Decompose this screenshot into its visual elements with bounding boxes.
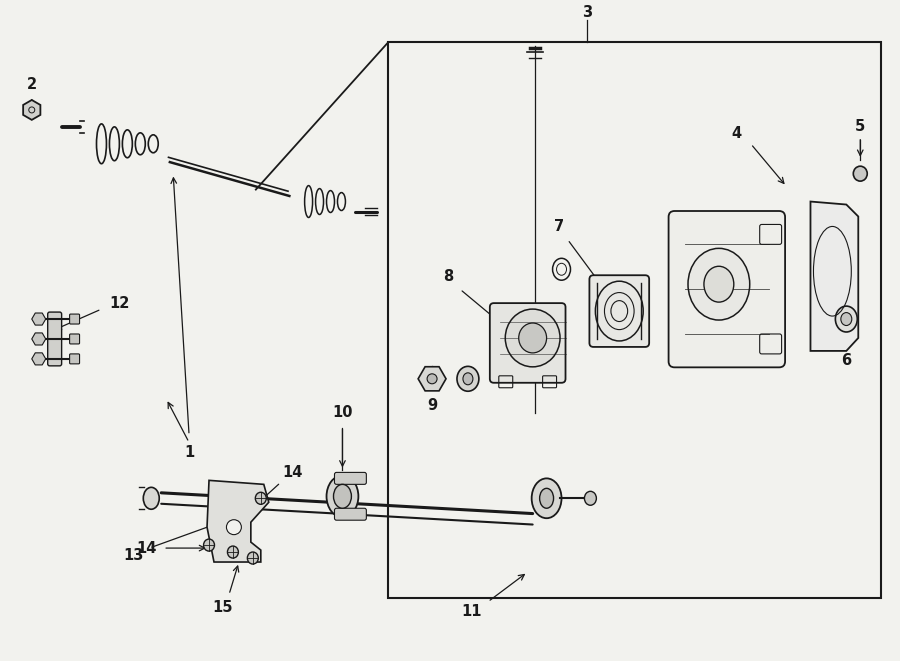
Text: 2: 2 [27, 77, 37, 91]
Ellipse shape [327, 475, 358, 517]
Ellipse shape [316, 188, 323, 214]
Ellipse shape [96, 124, 106, 164]
FancyBboxPatch shape [490, 303, 565, 383]
Ellipse shape [203, 539, 214, 551]
Ellipse shape [148, 135, 158, 153]
Text: 14: 14 [136, 541, 157, 556]
Ellipse shape [304, 186, 312, 217]
Polygon shape [811, 202, 859, 351]
Text: 12: 12 [109, 295, 130, 311]
FancyBboxPatch shape [669, 211, 785, 368]
Ellipse shape [122, 130, 132, 158]
Ellipse shape [256, 492, 266, 504]
Text: 9: 9 [427, 398, 437, 413]
FancyBboxPatch shape [335, 508, 366, 520]
FancyBboxPatch shape [69, 354, 79, 364]
Ellipse shape [532, 479, 562, 518]
Text: 11: 11 [462, 604, 482, 619]
Text: 1: 1 [184, 445, 194, 460]
FancyBboxPatch shape [335, 473, 366, 485]
Text: 3: 3 [582, 5, 592, 20]
Text: 13: 13 [123, 547, 143, 563]
Ellipse shape [143, 487, 159, 509]
Ellipse shape [228, 546, 238, 558]
Ellipse shape [505, 309, 560, 367]
Text: 14: 14 [283, 465, 303, 480]
Ellipse shape [841, 313, 851, 325]
Text: 4: 4 [732, 126, 742, 141]
Ellipse shape [135, 133, 145, 155]
FancyBboxPatch shape [69, 314, 79, 324]
Ellipse shape [835, 306, 858, 332]
Ellipse shape [704, 266, 734, 302]
Ellipse shape [334, 485, 351, 508]
Ellipse shape [463, 373, 473, 385]
Text: 6: 6 [842, 354, 851, 368]
Text: 15: 15 [212, 600, 233, 615]
Ellipse shape [110, 127, 120, 161]
Ellipse shape [428, 374, 437, 384]
Ellipse shape [688, 249, 750, 320]
Ellipse shape [227, 520, 241, 535]
Ellipse shape [338, 192, 346, 210]
Ellipse shape [457, 366, 479, 391]
Text: 7: 7 [554, 219, 564, 234]
Polygon shape [207, 481, 269, 562]
Bar [388, 42, 881, 598]
FancyBboxPatch shape [48, 312, 61, 366]
FancyBboxPatch shape [69, 334, 79, 344]
Ellipse shape [540, 488, 554, 508]
Ellipse shape [853, 166, 868, 181]
FancyBboxPatch shape [590, 275, 649, 347]
Ellipse shape [584, 491, 597, 505]
Text: 8: 8 [443, 269, 453, 284]
Ellipse shape [327, 190, 335, 212]
Ellipse shape [248, 552, 258, 564]
Text: 10: 10 [332, 405, 353, 420]
Text: 5: 5 [855, 120, 866, 134]
Ellipse shape [518, 323, 546, 353]
